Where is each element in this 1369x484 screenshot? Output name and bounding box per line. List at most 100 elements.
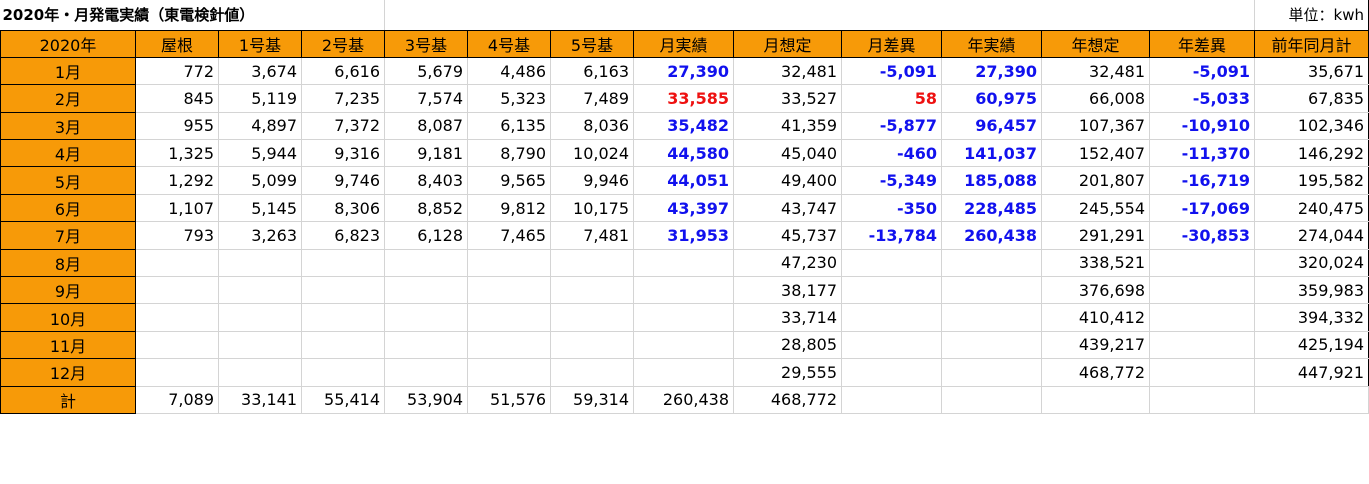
month-label[interactable]: 3月 [0,111,136,141]
data-cell[interactable] [1149,276,1255,305]
data-cell[interactable] [135,330,219,360]
data-cell[interactable] [301,330,385,360]
data-cell[interactable] [218,303,302,332]
data-cell[interactable]: 107,367 [1041,111,1150,141]
column-header[interactable]: 年差異 [1149,29,1255,58]
column-header[interactable]: 前年同月計 [1254,29,1369,58]
data-cell[interactable]: -460 [841,139,942,168]
data-cell[interactable]: 7,465 [467,221,551,250]
data-cell[interactable]: 1,325 [135,139,219,168]
data-cell[interactable]: 35,482 [633,111,734,141]
data-cell[interactable]: 8,087 [384,111,468,141]
data-cell[interactable]: 8,852 [384,193,468,223]
column-header[interactable]: 月差異 [841,29,942,58]
data-cell[interactable]: 5,944 [218,139,302,168]
data-cell[interactable] [841,276,942,305]
month-label[interactable]: 8月 [0,248,136,278]
data-cell[interactable]: -5,877 [841,111,942,141]
data-cell[interactable]: 9,316 [301,139,385,168]
data-cell[interactable]: 955 [135,111,219,141]
data-cell[interactable] [301,358,385,387]
unit-label[interactable]: 単位：kwh [1254,0,1369,31]
column-header[interactable]: 5号基 [550,29,634,58]
data-cell[interactable] [941,248,1042,278]
data-cell[interactable]: 5,323 [467,84,551,113]
data-cell[interactable] [384,248,468,278]
data-cell[interactable]: -10,910 [1149,111,1255,141]
data-cell[interactable] [550,330,634,360]
data-cell[interactable]: 9,565 [467,166,551,195]
column-header[interactable]: 3号基 [384,29,468,58]
month-label[interactable]: 4月 [0,139,136,168]
total-cell[interactable]: 33,141 [218,385,302,414]
data-cell[interactable]: 410,412 [1041,303,1150,332]
data-cell[interactable] [384,303,468,332]
data-cell[interactable] [218,358,302,387]
data-cell[interactable]: 245,554 [1041,193,1150,223]
data-cell[interactable]: 240,475 [1254,193,1369,223]
data-cell[interactable]: 6,163 [550,56,634,86]
data-cell[interactable] [135,358,219,387]
data-cell[interactable] [384,276,468,305]
data-cell[interactable]: 60,975 [941,84,1042,113]
data-cell[interactable]: -5,091 [1149,56,1255,86]
data-cell[interactable]: 66,008 [1041,84,1150,113]
data-cell[interactable]: 845 [135,84,219,113]
data-cell[interactable]: 439,217 [1041,330,1150,360]
data-cell[interactable] [467,330,551,360]
total-label[interactable]: 計 [0,385,136,414]
data-cell[interactable]: 195,582 [1254,166,1369,195]
data-cell[interactable]: 376,698 [1041,276,1150,305]
column-header[interactable]: 1号基 [218,29,302,58]
column-header[interactable]: 年想定 [1041,29,1150,58]
column-header[interactable]: 年実績 [941,29,1042,58]
data-cell[interactable]: -16,719 [1149,166,1255,195]
data-cell[interactable]: 5,679 [384,56,468,86]
data-cell[interactable]: 9,946 [550,166,634,195]
data-cell[interactable]: 102,346 [1254,111,1369,141]
data-cell[interactable] [467,358,551,387]
data-cell[interactable]: 43,397 [633,193,734,223]
data-cell[interactable]: 8,036 [550,111,634,141]
data-cell[interactable]: 8,306 [301,193,385,223]
data-cell[interactable]: -5,349 [841,166,942,195]
data-cell[interactable]: 425,194 [1254,330,1369,360]
data-cell[interactable]: 5,119 [218,84,302,113]
data-cell[interactable]: 1,107 [135,193,219,223]
sheet-title[interactable]: 2020年・月発電実績（東電検針値） [0,0,385,31]
data-cell[interactable]: 44,580 [633,139,734,168]
data-cell[interactable]: 260,438 [941,221,1042,250]
data-cell[interactable] [384,330,468,360]
total-cell[interactable] [841,385,942,414]
data-cell[interactable] [550,276,634,305]
data-cell[interactable]: -5,091 [841,56,942,86]
month-label[interactable]: 6月 [0,193,136,223]
data-cell[interactable]: 3,674 [218,56,302,86]
data-cell[interactable] [135,276,219,305]
data-cell[interactable] [941,330,1042,360]
data-cell[interactable] [301,276,385,305]
column-header[interactable]: 2号基 [301,29,385,58]
data-cell[interactable]: 7,574 [384,84,468,113]
data-cell[interactable] [467,248,551,278]
month-label[interactable]: 10月 [0,303,136,332]
data-cell[interactable]: 6,128 [384,221,468,250]
data-cell[interactable]: 338,521 [1041,248,1150,278]
title-spacer[interactable] [384,0,1255,31]
data-cell[interactable]: 49,400 [733,166,842,195]
data-cell[interactable]: 41,359 [733,111,842,141]
data-cell[interactable]: 45,040 [733,139,842,168]
data-cell[interactable]: 8,790 [467,139,551,168]
data-cell[interactable] [135,303,219,332]
total-cell[interactable]: 260,438 [633,385,734,414]
data-cell[interactable]: -30,853 [1149,221,1255,250]
column-header[interactable]: 月実績 [633,29,734,58]
data-cell[interactable] [384,358,468,387]
column-header[interactable]: 2020年 [0,29,136,58]
data-cell[interactable] [841,330,942,360]
data-cell[interactable]: 394,332 [1254,303,1369,332]
data-cell[interactable]: 10,024 [550,139,634,168]
data-cell[interactable]: 31,953 [633,221,734,250]
data-cell[interactable] [467,276,551,305]
data-cell[interactable]: 33,714 [733,303,842,332]
